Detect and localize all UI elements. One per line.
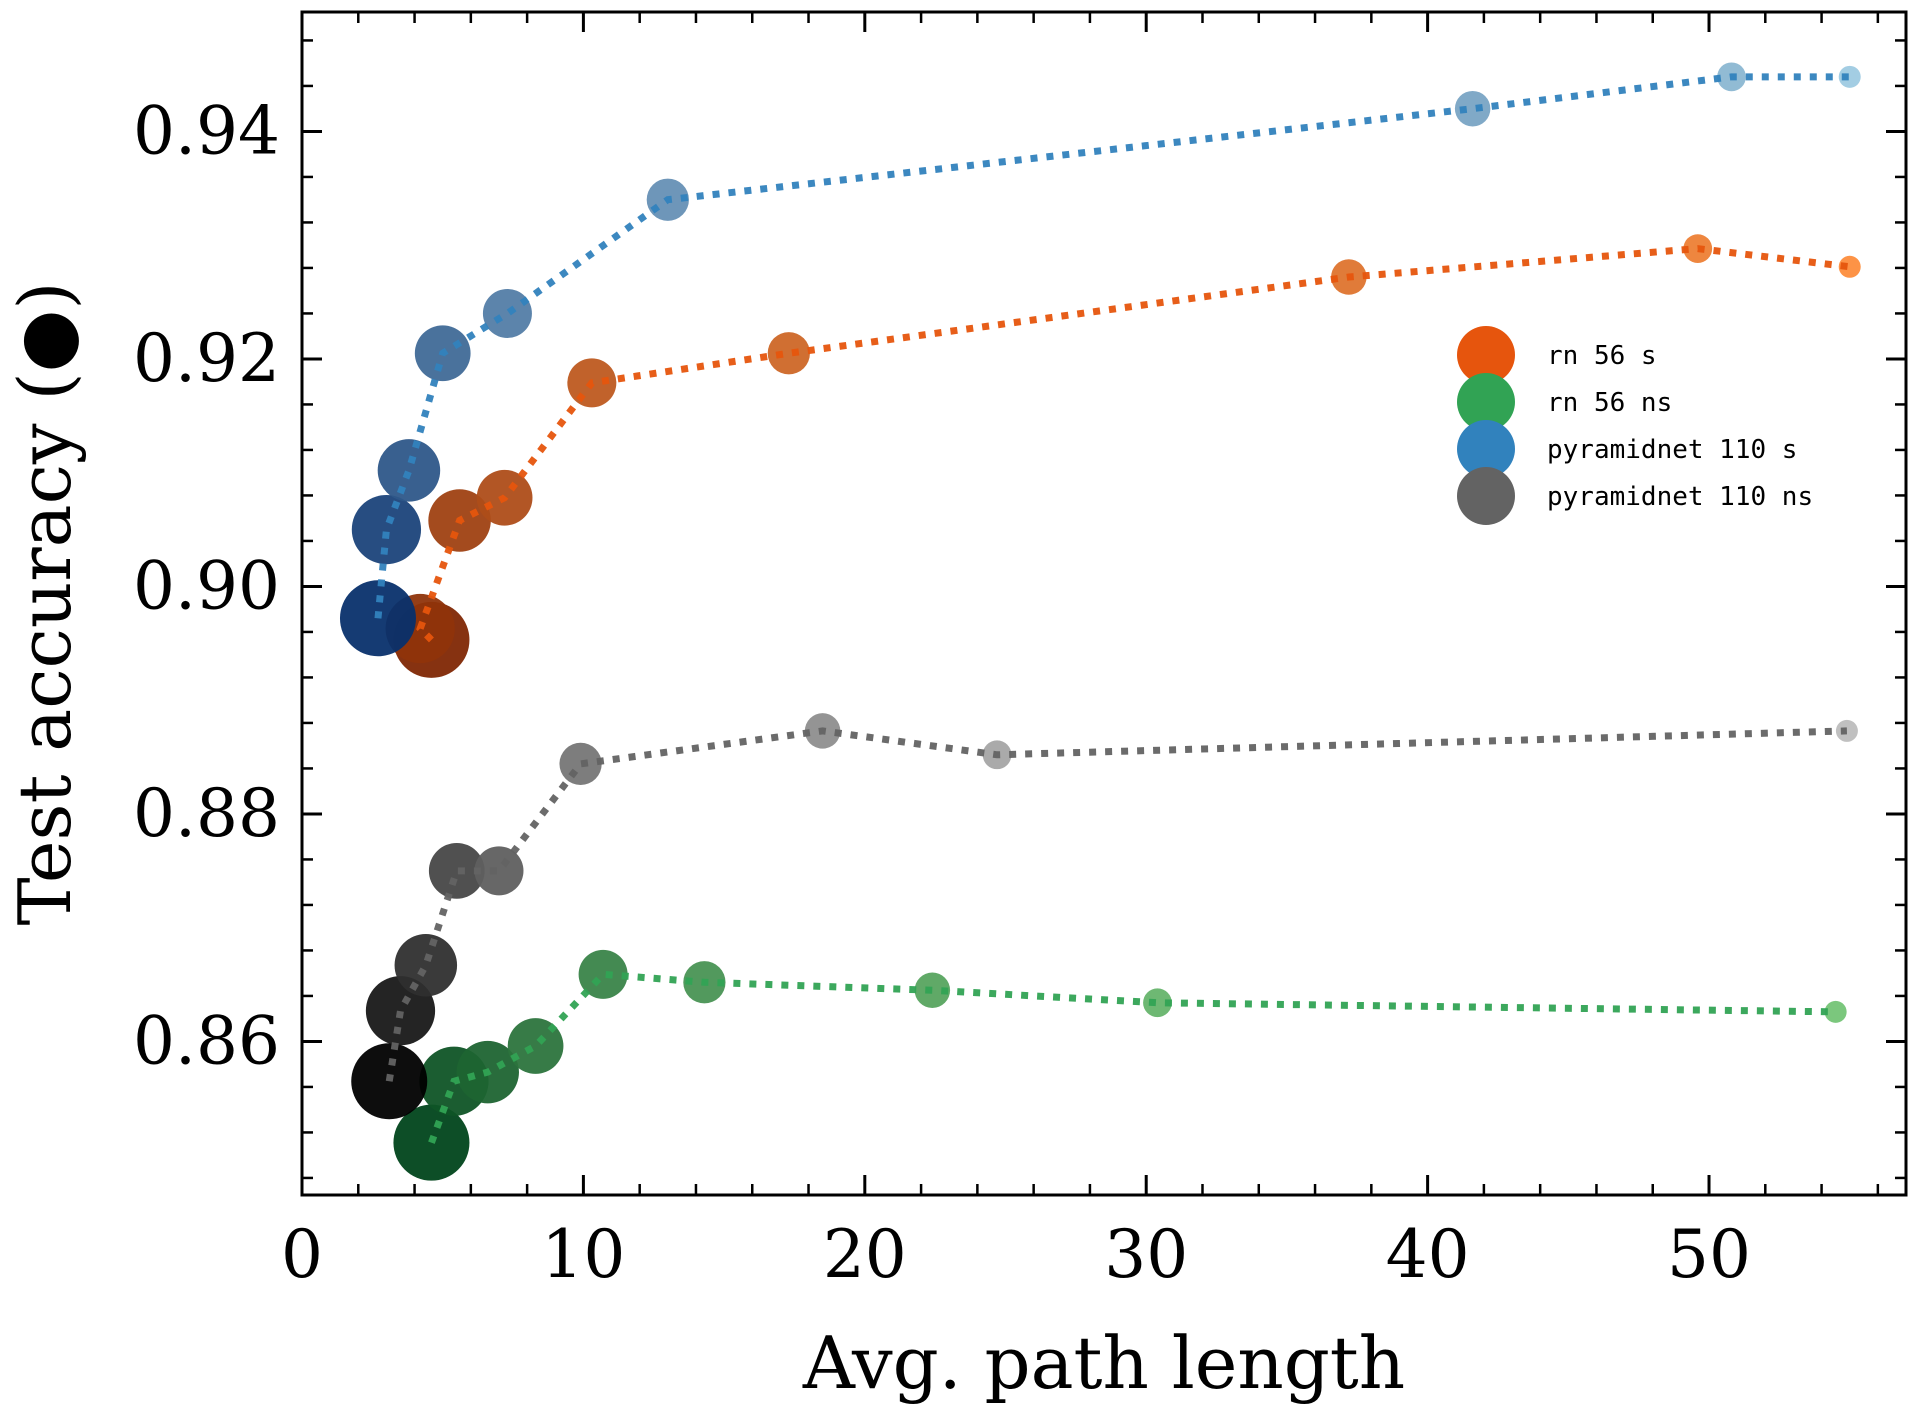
y-tick-label: 0.92 [133, 320, 280, 397]
data-point [1824, 1000, 1847, 1023]
legend-label: rn 56 ns [1547, 388, 1672, 418]
data-point [394, 933, 458, 997]
x-tick-label: 50 [1667, 1216, 1751, 1293]
legend-marker [1457, 467, 1515, 525]
x-axis-title: Avg. path length [802, 1321, 1405, 1405]
series-line [416, 245, 1851, 643]
data-point [1454, 90, 1491, 127]
data-point [1143, 988, 1172, 1018]
data-point [474, 846, 524, 896]
legend-marker [1457, 373, 1515, 431]
legend-label: rn 56 s [1547, 341, 1657, 371]
x-tick-label: 10 [541, 1216, 625, 1293]
data-point [428, 842, 485, 899]
data-point [578, 949, 628, 999]
x-tick-label: 30 [1104, 1216, 1188, 1293]
data-point [507, 1018, 564, 1074]
series-line [385, 727, 1848, 1082]
data-point [914, 972, 951, 1008]
plot-marks [339, 62, 1861, 1181]
y-axis-title: Test accuracy (●) [3, 282, 87, 926]
y-tick-label: 0.94 [133, 92, 280, 169]
x-tick-label: 40 [1386, 1216, 1470, 1293]
series-line [428, 970, 1836, 1144]
data-point [351, 494, 422, 565]
data-point [559, 742, 602, 786]
series-3 [351, 713, 1858, 1120]
y-tick-label: 0.86 [133, 1002, 280, 1079]
axes: 0 10 20 30 40 50 0.86 0.88 0.90 0.92 0.94 [133, 10, 1908, 1293]
legend-label: pyramidnet 110 s [1547, 435, 1797, 465]
data-point [1838, 65, 1861, 88]
legend-marker [1457, 326, 1515, 384]
data-point [767, 332, 810, 375]
y-tick-label: 0.88 [133, 775, 280, 852]
data-point [377, 439, 441, 502]
x-tick-label: 20 [823, 1216, 907, 1293]
legend-marker [1457, 420, 1515, 478]
y-tick-label: 0.90 [133, 547, 280, 624]
legend: rn 56 s rn 56 ns pyramidnet 110 s pyramidne… [1457, 326, 1813, 525]
series-2 [339, 62, 1861, 657]
data-point [482, 288, 532, 338]
data-point [1838, 255, 1861, 278]
legend-label: pyramidnet 110 ns [1547, 482, 1813, 512]
plot-frame [300, 10, 1908, 1197]
x-tick-label: 0 [281, 1216, 323, 1293]
series-1 [393, 949, 1847, 1181]
